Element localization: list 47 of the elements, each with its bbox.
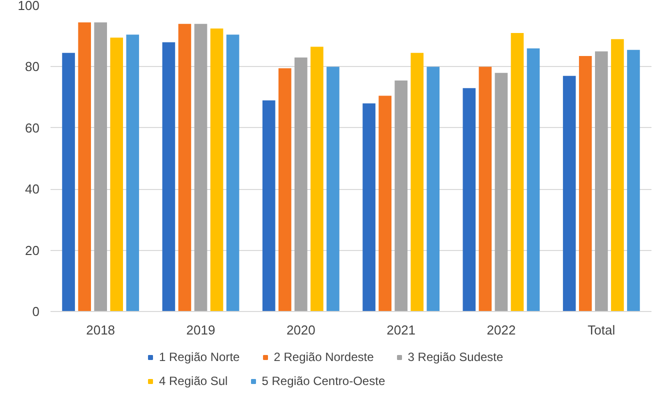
x-tick-label: 2018	[86, 322, 116, 338]
legend-label: 3 Região Sudeste	[408, 350, 504, 364]
y-tick-label: 40	[25, 182, 40, 197]
bar	[62, 52, 75, 312]
bar	[378, 96, 392, 312]
bar	[162, 42, 176, 312]
y-tick-label: 20	[25, 242, 40, 258]
bar	[310, 46, 324, 312]
x-tick-label: 2021	[386, 322, 416, 338]
bar	[262, 100, 276, 312]
bar	[578, 56, 592, 312]
bar	[394, 80, 408, 312]
bar	[210, 28, 224, 312]
bar	[627, 50, 640, 312]
bar	[362, 103, 376, 312]
bar	[595, 51, 608, 312]
bar	[494, 72, 508, 312]
bar	[562, 76, 576, 312]
legend-label: 4 Região Sul	[159, 374, 228, 388]
bar	[410, 52, 424, 312]
bar	[278, 68, 292, 312]
y-tick-label: 80	[25, 59, 40, 74]
x-tick-label: 2019	[186, 322, 216, 338]
bar	[462, 88, 476, 312]
bar	[611, 39, 624, 312]
bar	[478, 66, 492, 312]
y-tick-label: 60	[25, 120, 40, 136]
bar	[94, 22, 107, 312]
bar	[110, 38, 124, 312]
bar	[226, 34, 240, 312]
bar	[126, 34, 140, 312]
x-tick-label: 2020	[286, 322, 316, 338]
legend-label: 5 Região Centro-Oeste	[262, 374, 386, 388]
y-tick-label: 100	[18, 0, 40, 13]
y-tick-label: 0	[32, 304, 40, 319]
bar	[294, 58, 308, 312]
bar	[194, 24, 208, 312]
bar	[326, 66, 340, 312]
bar	[426, 66, 440, 312]
legend-label: 1 Região Norte	[159, 350, 240, 364]
x-tick-label: Total	[588, 322, 616, 338]
bar	[510, 33, 524, 312]
bar	[78, 22, 91, 312]
bar	[178, 24, 192, 312]
x-tick-label: 2022	[486, 322, 516, 338]
bar	[526, 48, 540, 312]
legend-label: 2 Região Nordeste	[274, 350, 374, 364]
